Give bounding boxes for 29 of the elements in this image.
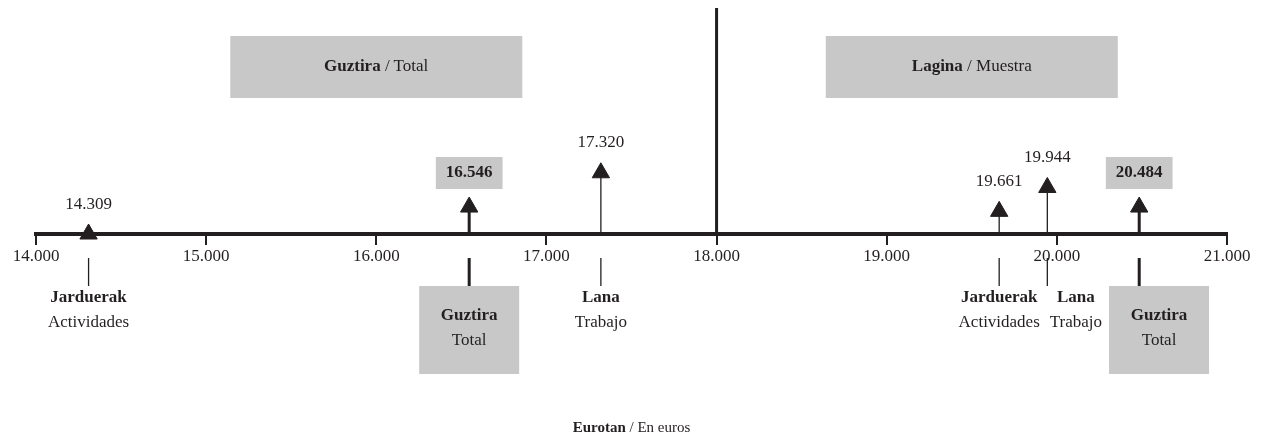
text: Lana Trabajo	[574, 287, 628, 331]
text: Jarduerak Actividades	[958, 287, 1040, 331]
x-tick-label: 20.000	[1033, 245, 1081, 265]
point	[591, 162, 611, 179]
text: Lagina / Muestra	[911, 56, 1033, 76]
x-tick-label: 19.000	[863, 245, 911, 265]
x-tick-label: 14.000	[12, 245, 60, 265]
x-tick-label: 21.000	[1203, 245, 1251, 265]
point	[990, 200, 1009, 217]
x-tick-label: 18.000	[693, 245, 740, 265]
annotation: 14.309	[65, 193, 112, 213]
text: Guztira Total	[1130, 305, 1188, 349]
annotation: 16.546	[445, 162, 493, 182]
text: Lana Trabajo	[1049, 287, 1103, 331]
text: Eurotan / En euros	[572, 418, 691, 435]
x-tick-label: 16.000	[352, 245, 400, 265]
point	[1130, 196, 1149, 213]
point	[1038, 176, 1057, 193]
x-tick-label: 15.000	[182, 245, 230, 265]
annotation: 19.661	[975, 170, 1023, 190]
annotation: 20.484	[1115, 162, 1164, 182]
point	[460, 196, 479, 213]
x-tick-label: 17.000	[523, 245, 570, 265]
text: Jarduerak Actividades	[47, 287, 130, 331]
text: 19.944	[1023, 146, 1072, 166]
text: Guztira Total	[440, 305, 499, 349]
text: Guztira / Total	[324, 56, 429, 76]
text: 17.320	[577, 132, 625, 152]
point	[79, 223, 98, 240]
